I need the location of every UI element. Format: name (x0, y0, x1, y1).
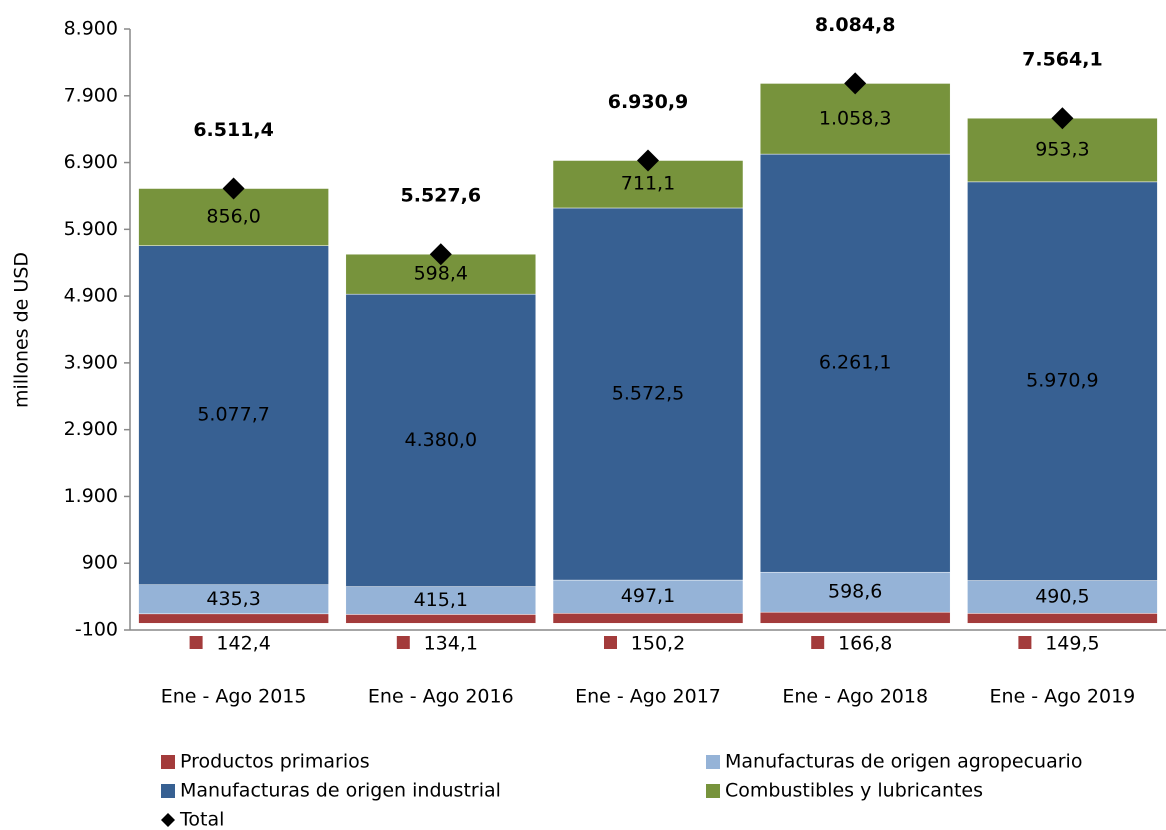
data-label: 149,5 (1045, 633, 1099, 655)
data-label: 415,1 (414, 589, 468, 611)
data-label: 856,0 (206, 206, 260, 228)
bar-segment (552, 613, 744, 624)
x-tick-label: Ene - Ago 2019 (990, 686, 1136, 708)
total-marker (844, 72, 867, 95)
data-label: 142,4 (216, 633, 270, 655)
bar-segment (552, 579, 744, 614)
legend-key (161, 755, 175, 769)
data-label: 711,1 (621, 173, 675, 195)
data-label: 5.970,9 (1026, 370, 1099, 392)
legend-key (161, 784, 175, 798)
total-label: 6.511,4 (193, 119, 274, 141)
y-tick-label: 2.900 (64, 418, 118, 440)
data-label: 497,1 (621, 585, 675, 607)
data-label: 953,3 (1035, 139, 1089, 161)
bar-segment (967, 580, 1158, 614)
data-label: 4.380,0 (405, 429, 478, 451)
y-tick-label: 8.900 (64, 18, 118, 40)
y-tick-label: 900 (82, 552, 118, 574)
legend-key (706, 784, 720, 798)
total-marker (637, 149, 659, 172)
total-marker (1051, 107, 1074, 130)
data-label: 6.261,1 (819, 352, 892, 374)
bar-segment (552, 207, 744, 581)
y-axis-title: millones de USD (11, 252, 33, 408)
bar-segment (967, 181, 1158, 581)
y-tick-label: 1.900 (64, 485, 118, 507)
total-label: 6.930,9 (608, 91, 689, 113)
data-label: 134,1 (424, 633, 478, 655)
bar-segment (759, 571, 951, 613)
label-key (396, 636, 410, 649)
data-label: 1.058,3 (819, 107, 892, 129)
data-label: 150,2 (631, 633, 685, 655)
y-tick-label: 4.900 (64, 285, 118, 307)
bar-segment (138, 613, 329, 624)
legend-label: Total (179, 809, 224, 830)
bar-segment (345, 293, 537, 587)
legend-label: Combustibles y lubricantes (725, 780, 983, 802)
data-label: 598,6 (828, 581, 882, 603)
data-label: 5.077,7 (197, 404, 270, 426)
bar-segment (759, 153, 951, 573)
label-key (189, 636, 203, 649)
total-label: 5.527,6 (401, 185, 482, 207)
data-label: 5.572,5 (612, 383, 685, 405)
x-tick-label: Ene - Ago 2015 (161, 686, 307, 708)
data-label: 490,5 (1035, 585, 1089, 607)
bar-segment (759, 611, 951, 624)
bar-segment (967, 613, 1158, 624)
y-tick-label: 7.900 (64, 84, 118, 106)
y-tick-label: -100 (75, 619, 118, 641)
bar-segment (138, 245, 329, 585)
total-label: 7.564,1 (1022, 49, 1103, 71)
label-key (604, 636, 617, 649)
total-marker (429, 243, 452, 266)
legend-label: Manufacturas de origen agropecuario (725, 751, 1082, 773)
y-tick-label: 6.900 (64, 151, 118, 173)
data-label: 435,3 (206, 588, 260, 610)
label-key (1018, 636, 1032, 649)
total-label: 8.084,8 (815, 14, 896, 36)
label-key (811, 636, 825, 649)
x-tick-label: Ene - Ago 2018 (782, 686, 928, 708)
legend-key (161, 813, 175, 827)
x-tick-label: Ene - Ago 2017 (575, 686, 721, 708)
data-label: 166,8 (838, 633, 892, 655)
y-tick-label: 3.900 (64, 351, 118, 373)
bar-segment (345, 614, 537, 624)
bar-segment (138, 584, 329, 615)
legend-label: Productos primarios (180, 751, 370, 773)
x-tick-label: Ene - Ago 2016 (368, 686, 514, 708)
legend-key (706, 755, 720, 769)
bar-segment (759, 83, 951, 155)
total-marker (222, 177, 245, 200)
y-tick-label: 5.900 (64, 218, 118, 240)
data-label: 598,4 (414, 263, 468, 285)
legend-label: Manufacturas de origen industrial (180, 780, 501, 802)
